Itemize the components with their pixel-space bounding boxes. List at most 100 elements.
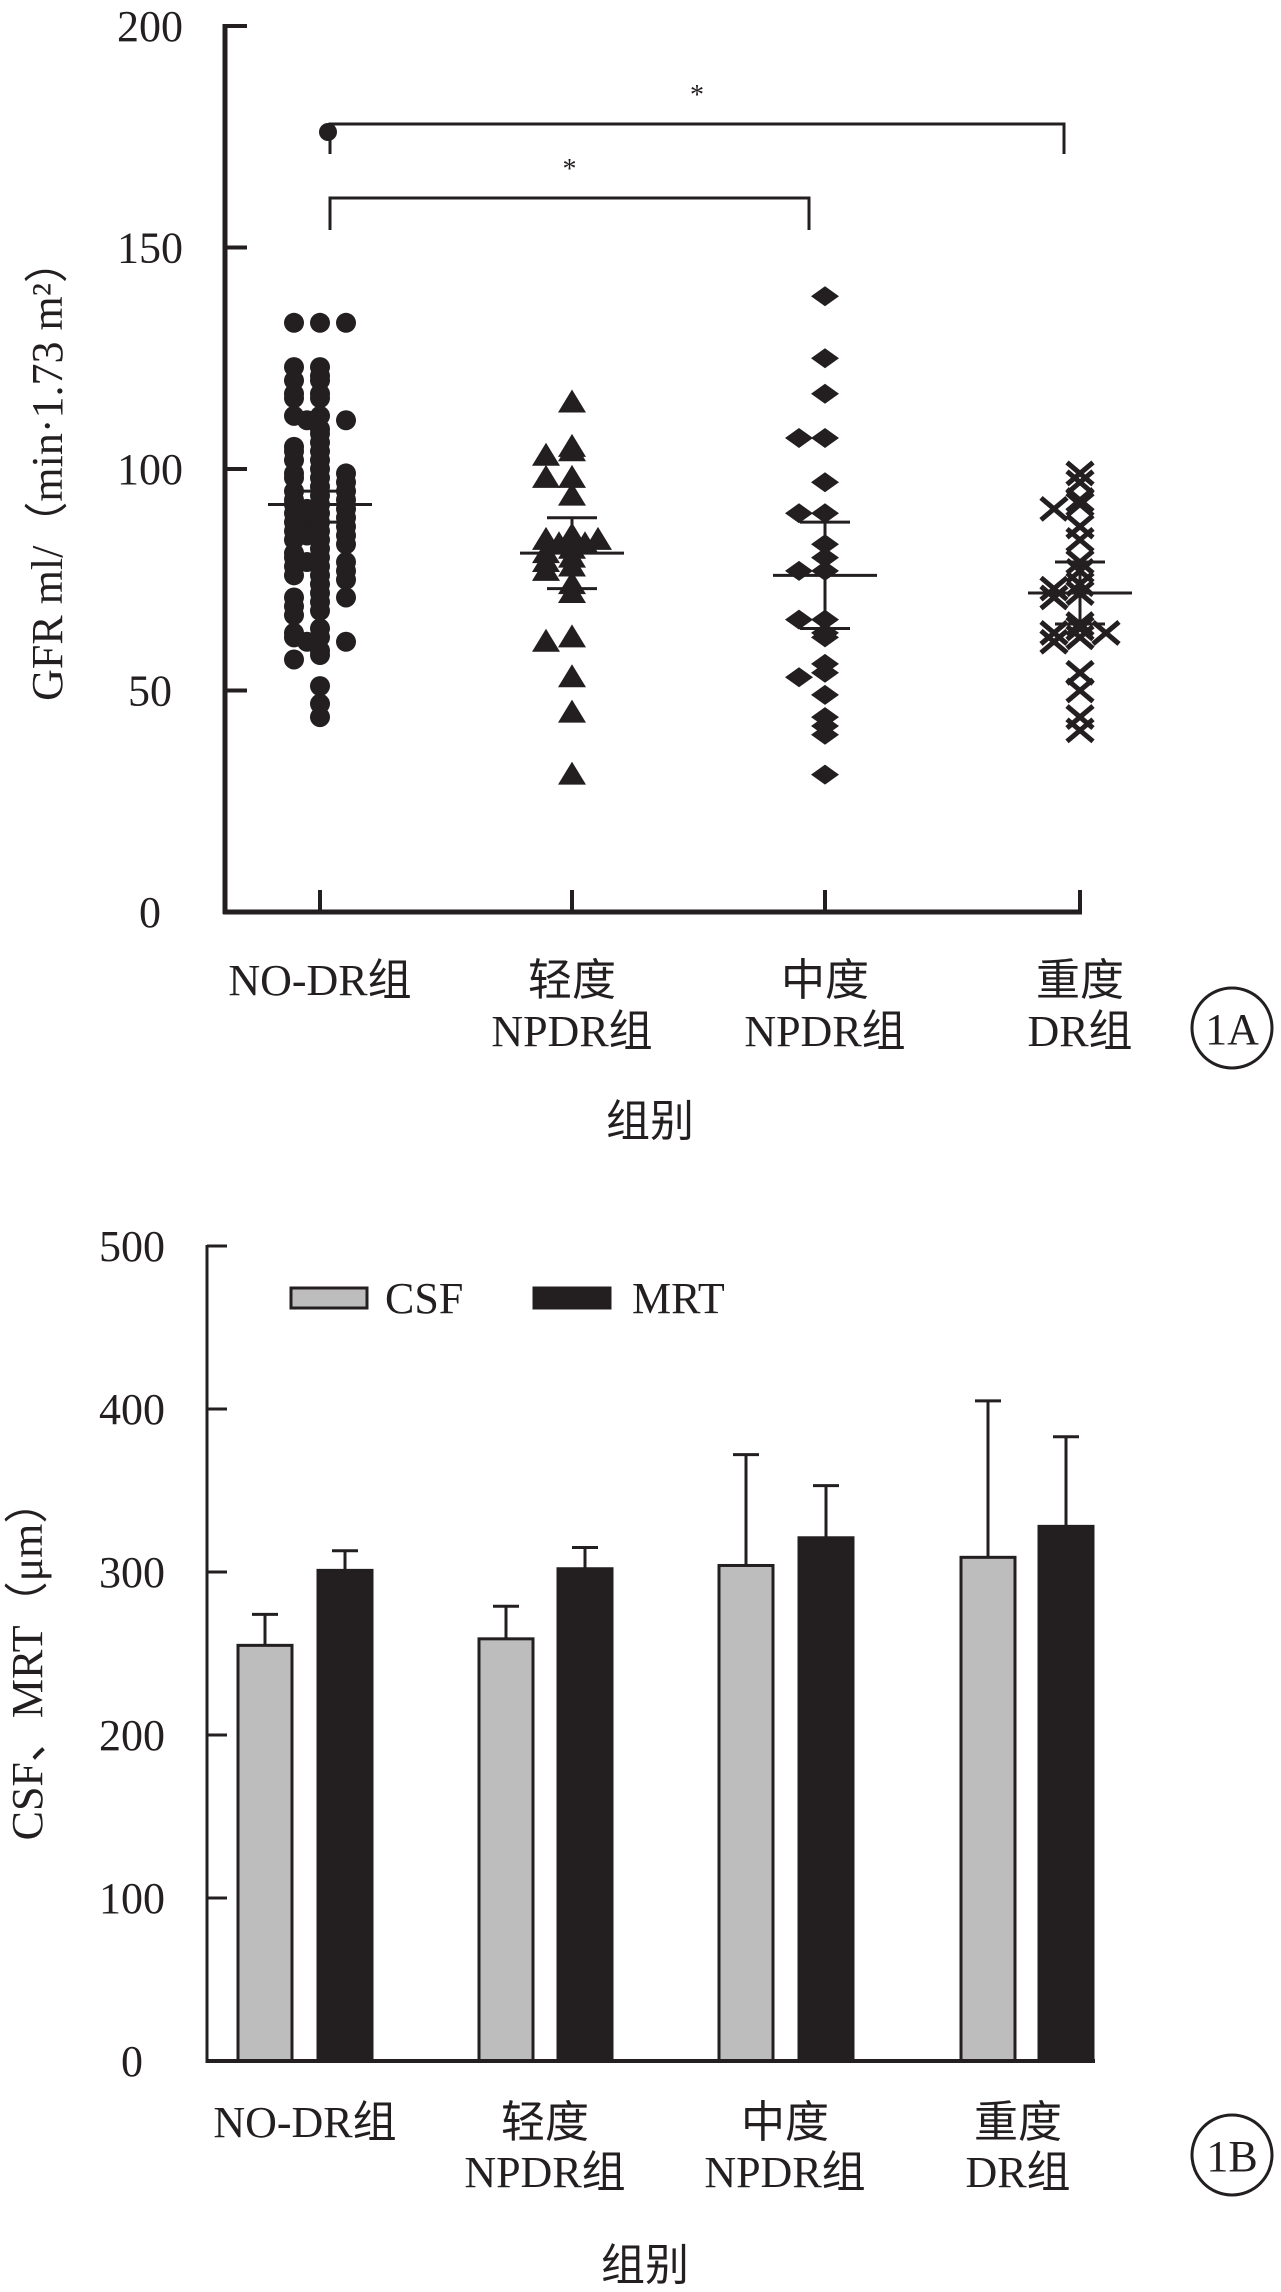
y-tick-label: 150	[117, 224, 183, 273]
point-circle	[310, 600, 330, 621]
legend: CSF MRT	[289, 1274, 725, 1323]
point-triangle	[558, 761, 586, 785]
x-category-label-line1: 轻度	[501, 2098, 589, 2147]
point-diamond	[811, 427, 839, 448]
point-triangle	[558, 624, 586, 648]
panel-label-circle	[1190, 986, 1274, 1070]
point-triangle	[532, 442, 560, 466]
y-tick-label: 200	[99, 1711, 165, 1760]
bar-mrt	[556, 1567, 614, 2063]
x-category-label-line1: 重度	[1036, 956, 1124, 1005]
bar-csf	[959, 1555, 1017, 2063]
y-axis-title: CSF、MRT（μm）	[3, 1480, 52, 1841]
point-circle	[336, 410, 356, 431]
x-axis-title: 组别	[601, 2241, 689, 2290]
point-triangle	[558, 699, 586, 723]
point-diamond	[811, 627, 839, 648]
point-x	[1039, 584, 1069, 611]
x-category-label-line2: NPDR组	[704, 2148, 865, 2197]
x-category-label-line1: 中度	[781, 956, 869, 1005]
point-diamond	[811, 503, 839, 524]
point-x	[1065, 717, 1095, 744]
point-circle	[284, 649, 304, 670]
bar-mrt	[1037, 1524, 1095, 2063]
point-diamond	[811, 348, 839, 369]
point-circle	[284, 312, 304, 333]
point-triangle	[532, 628, 560, 652]
point-triangle	[532, 464, 560, 488]
point-circle	[336, 587, 356, 608]
x-category-label: NO-DR组	[228, 956, 411, 1005]
point-triangle	[558, 482, 586, 506]
bar-csf	[477, 1637, 535, 2063]
point-circle	[284, 388, 304, 409]
x-category-label-line2: NPDR组	[744, 1007, 905, 1056]
point-diamond	[785, 667, 813, 688]
point-circle	[310, 676, 330, 697]
point-diamond	[785, 560, 813, 581]
point-x	[1065, 677, 1095, 704]
point-diamond	[811, 684, 839, 705]
x-category-label-line1: 重度	[974, 2098, 1062, 2147]
point-x	[1065, 526, 1095, 553]
point-circle	[336, 312, 356, 333]
y-tick-label: 100	[117, 445, 183, 494]
point-x	[1039, 620, 1069, 646]
y-tick-label: 200	[117, 2, 183, 51]
point-x	[1065, 491, 1095, 518]
y-tick-label: 50	[128, 667, 172, 716]
x-category-label-line2: NPDR组	[491, 1007, 652, 1056]
point-x	[1039, 575, 1069, 602]
y-tick-label: 300	[99, 1548, 165, 1597]
error-bars	[268, 489, 1132, 630]
point-diamond	[785, 503, 813, 524]
axes	[205, 1244, 1095, 2063]
point-x	[1039, 495, 1069, 522]
y-axis-title: GFR ml/（min·1.73 m²）	[23, 239, 72, 701]
x-category-label-line2: DR组	[965, 2148, 1070, 2197]
x-axis-title: 组别	[606, 1097, 694, 1146]
point-x	[1065, 615, 1095, 642]
point-diamond	[811, 724, 839, 745]
bar-csf	[236, 1643, 294, 2063]
panel-label-1b: 1B	[1190, 2113, 1274, 2197]
point-circle	[310, 645, 330, 666]
point-triangle	[532, 557, 560, 581]
significance-brackets: **	[319, 80, 1066, 230]
bracket-dot	[319, 123, 337, 141]
y-tick-label: 0	[139, 888, 161, 937]
point-triangle	[558, 389, 586, 413]
point-x	[1091, 620, 1121, 646]
point-x	[1065, 624, 1095, 651]
point-circle	[336, 631, 356, 652]
panel-label-circle	[1190, 2113, 1274, 2197]
point-circle	[310, 707, 330, 728]
point-diamond	[785, 427, 813, 448]
point-circle	[284, 605, 304, 626]
significance-star: *	[563, 154, 577, 185]
point-diamond	[811, 286, 839, 307]
y-tick-label: 400	[99, 1385, 165, 1434]
y-tick-label: 0	[121, 2037, 143, 2086]
x-category-label: NO-DR组	[213, 2098, 396, 2147]
point-circle	[336, 569, 356, 590]
panel-label-1a: 1A	[1190, 986, 1274, 1070]
point-triangle	[558, 580, 586, 604]
point-circle	[310, 312, 330, 333]
x-category-label-line1: 轻度	[528, 956, 616, 1005]
bars	[236, 1399, 1095, 2063]
point-circle	[310, 388, 330, 409]
x-category-label-line2: NPDR组	[464, 2148, 625, 2197]
point-circle	[336, 534, 356, 555]
significance-bracket	[328, 196, 811, 230]
point-diamond	[811, 383, 839, 404]
point-diamond	[785, 609, 813, 630]
point-x	[1039, 628, 1069, 655]
point-triangle	[558, 438, 586, 462]
legend-label-csf: CSF	[385, 1274, 463, 1323]
point-triangle	[558, 464, 586, 488]
